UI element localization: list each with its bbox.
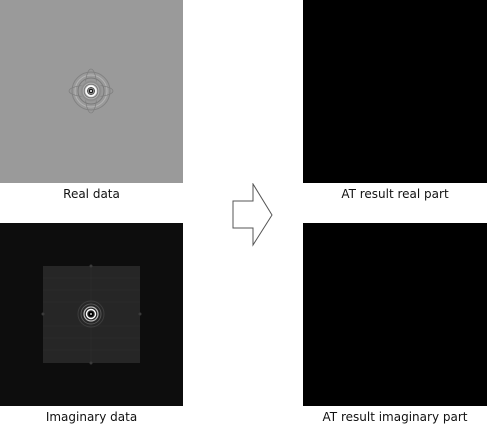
imaginary-data-pattern bbox=[0, 223, 183, 406]
imaginary-data-caption: Imaginary data bbox=[45, 410, 138, 424]
real-data-caption: Real data bbox=[63, 187, 120, 201]
at-result-imaginary-caption: AT result imaginary part bbox=[322, 410, 468, 424]
at-result-real-background bbox=[303, 0, 487, 183]
at-result-real-caption: AT result real part bbox=[341, 187, 449, 201]
real-data-image bbox=[0, 0, 183, 183]
at-result-real-image bbox=[303, 0, 487, 183]
right-arrow-icon bbox=[232, 183, 273, 247]
at-result-imaginary-background bbox=[303, 223, 487, 406]
real-data-pattern bbox=[0, 0, 183, 183]
imaginary-data-stripes bbox=[43, 266, 140, 363]
imaginary-data-image bbox=[0, 223, 183, 406]
imaginary-data-edge-dots bbox=[41, 264, 142, 365]
at-result-imaginary-image bbox=[303, 223, 487, 406]
imaginary-data-rings bbox=[77, 300, 105, 328]
